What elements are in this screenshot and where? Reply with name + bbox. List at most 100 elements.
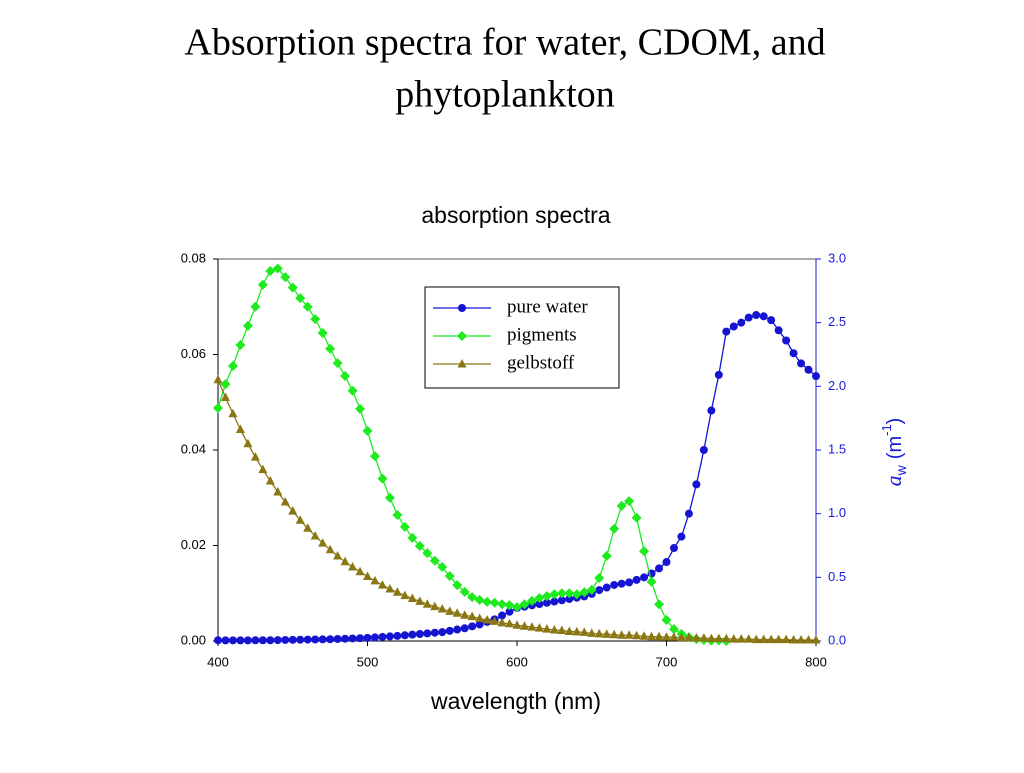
marker (227, 360, 238, 371)
marker (213, 374, 223, 384)
marker (744, 634, 754, 643)
marker (804, 635, 814, 644)
marker (258, 464, 268, 474)
marker (467, 611, 477, 621)
marker (385, 583, 395, 593)
marker (504, 600, 515, 611)
marker (535, 600, 544, 609)
marker (332, 358, 343, 369)
marker (228, 408, 238, 418)
marker (303, 635, 312, 644)
marker (377, 580, 387, 589)
y-tick-label: 0.04 (181, 441, 206, 456)
slide-title-line: phytoplankton (395, 74, 615, 116)
y2-axis-label: aw (m-1) (879, 418, 908, 487)
marker (609, 629, 619, 639)
marker (399, 521, 410, 532)
marker (640, 573, 649, 582)
x-tick-label: 800 (805, 654, 827, 669)
marker (475, 613, 485, 623)
y2-tick-label: 0.0 (828, 632, 846, 647)
chart-title: absorption spectra (421, 202, 610, 228)
marker (423, 629, 432, 638)
marker (549, 625, 559, 634)
legend-box (424, 286, 620, 389)
marker (407, 593, 417, 603)
marker (243, 438, 253, 448)
marker (235, 424, 245, 433)
marker (676, 632, 686, 642)
marker (220, 392, 230, 401)
marker (213, 402, 223, 413)
marker (362, 425, 373, 436)
marker (250, 301, 261, 312)
marker (774, 634, 784, 644)
marker (458, 304, 466, 312)
marker (273, 487, 283, 496)
marker (341, 634, 350, 643)
marker (594, 572, 605, 583)
marker (714, 633, 724, 643)
marker (655, 564, 664, 573)
marker (333, 634, 342, 643)
y2-tick-label: 3.0 (828, 250, 846, 265)
marker (287, 282, 298, 293)
marker (534, 623, 544, 632)
marker (565, 594, 574, 603)
marker (437, 604, 447, 613)
marker (684, 632, 694, 642)
marker (445, 626, 454, 635)
y2-label-main: a (881, 475, 906, 486)
marker (310, 314, 321, 325)
marker (737, 318, 746, 327)
marker (617, 579, 626, 588)
marker (781, 634, 791, 644)
marker (729, 322, 738, 331)
marker (325, 544, 335, 554)
marker (347, 385, 358, 396)
marker (550, 597, 559, 606)
marker (699, 633, 709, 642)
y2-axis-label-text: aw (m-1) (879, 418, 908, 487)
marker (408, 630, 417, 639)
marker (460, 610, 470, 619)
marker (512, 620, 522, 629)
marker (557, 596, 566, 605)
marker (377, 473, 388, 484)
marker (571, 589, 582, 600)
marker (251, 636, 260, 645)
marker (646, 576, 657, 587)
y2-tick-label: 1.5 (828, 441, 846, 456)
marker (288, 506, 298, 515)
marker (384, 492, 395, 503)
y2-tick-label: 1.0 (828, 505, 846, 520)
marker (318, 635, 327, 644)
marker (668, 624, 679, 635)
marker (459, 586, 470, 597)
marker (310, 530, 320, 540)
y-tick-label: 0.00 (181, 632, 206, 647)
marker (288, 635, 297, 644)
y-tick-label: 0.08 (181, 250, 206, 265)
marker (400, 631, 409, 640)
marker (281, 635, 290, 644)
marker (647, 631, 657, 641)
marker (460, 624, 469, 633)
marker (759, 312, 768, 321)
marker (236, 636, 245, 645)
marker (430, 628, 439, 637)
marker (804, 365, 813, 374)
marker (220, 379, 231, 390)
marker (437, 561, 448, 572)
marker (789, 349, 798, 358)
marker (296, 635, 305, 644)
marker (707, 406, 716, 415)
y2-tick-label: 2.5 (828, 314, 846, 329)
series (213, 374, 821, 644)
marker (303, 523, 313, 532)
marker (811, 635, 821, 644)
marker (542, 624, 552, 633)
marker (564, 626, 574, 635)
marker (662, 632, 671, 641)
